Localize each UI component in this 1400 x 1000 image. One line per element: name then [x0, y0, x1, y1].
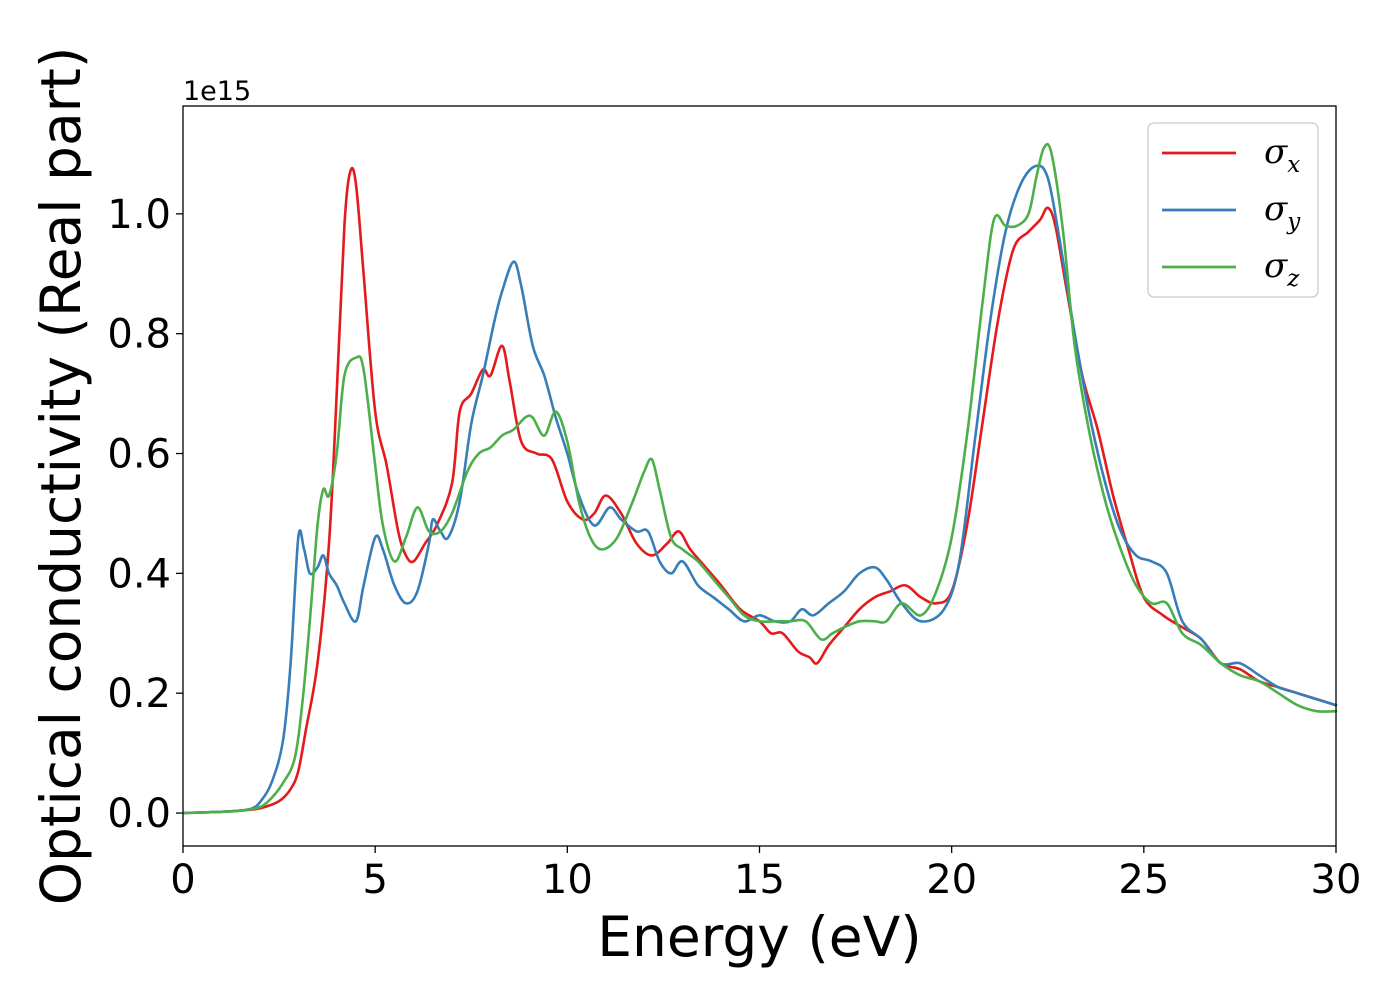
x-tick-label: 30: [1311, 857, 1362, 903]
x-axis-ticks: 0 5 10 15 20 25 30: [170, 846, 1361, 903]
y-axis-ticks: 0.0 0.2 0.4 0.6 0.8 1.0: [107, 192, 183, 837]
y-tick-label: 0.0: [107, 791, 171, 837]
x-tick-label: 25: [1118, 857, 1169, 903]
x-tick-label: 10: [542, 857, 593, 903]
y-tick-label: 0.8: [107, 312, 171, 358]
y-tick-label: 0.2: [107, 671, 171, 717]
y-tick-label: 1.0: [107, 192, 171, 238]
series-layer: [181, 142, 1338, 815]
legend-label-x: σx: [1264, 132, 1300, 178]
x-axis-label: Energy (eV): [597, 905, 921, 969]
legend-label-z: σz: [1264, 246, 1300, 292]
legend-label-y: σy: [1264, 189, 1301, 235]
x-tick-label: 0: [170, 857, 195, 903]
series-line-z: [181, 142, 1338, 815]
y-tick-label: 0.6: [107, 432, 171, 478]
x-tick-label: 5: [362, 857, 387, 903]
x-tick-label: 20: [926, 857, 977, 903]
legend: σx σy σz: [1147, 122, 1319, 298]
plot-frame: [182, 105, 1337, 847]
series-line-y: [181, 164, 1338, 815]
y-offset-label: 1e15: [183, 76, 251, 107]
y-tick-label: 0.4: [107, 551, 171, 597]
x-tick-label: 15: [734, 857, 785, 903]
y-axis-label: Optical conductivity (Real part): [29, 47, 93, 906]
